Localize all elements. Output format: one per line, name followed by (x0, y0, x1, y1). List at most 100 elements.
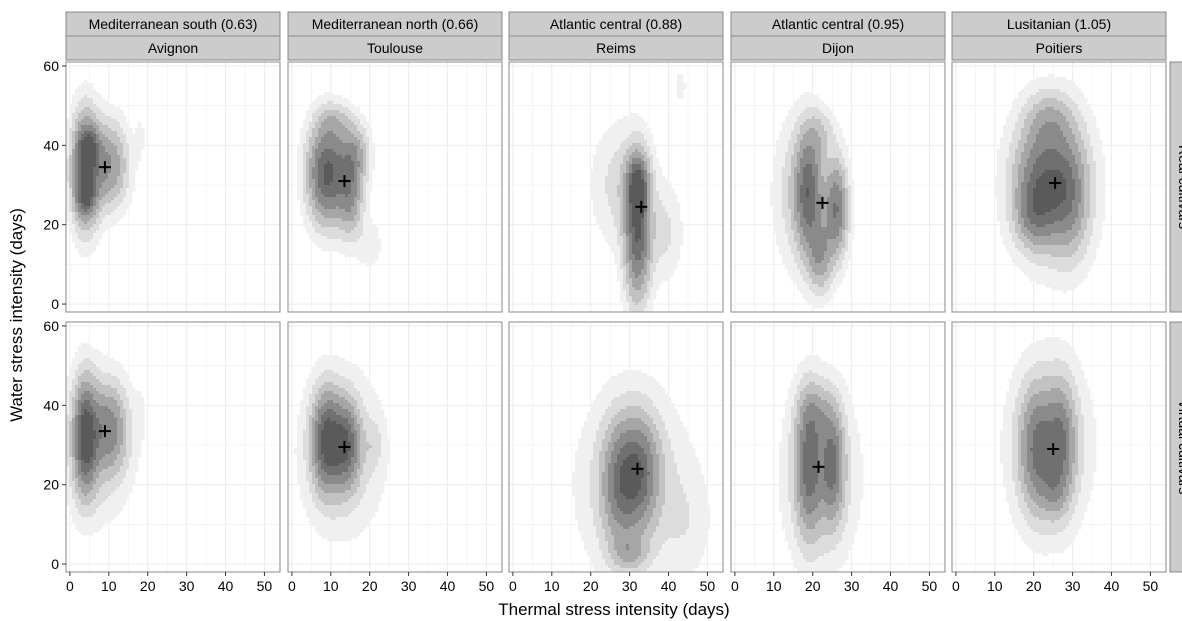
density-cell (794, 221, 798, 225)
density-cell (78, 92, 82, 96)
density-cell (75, 158, 79, 162)
density-cell (833, 152, 837, 156)
density-cell (90, 83, 94, 87)
density-cell (656, 215, 660, 219)
density-cell (303, 218, 307, 222)
density-cell (800, 221, 804, 225)
density-cell (821, 257, 825, 261)
density-cell (662, 212, 666, 216)
density-cell (72, 176, 76, 180)
density-cell (330, 140, 334, 144)
density-cell (662, 200, 666, 204)
density-cell (303, 125, 307, 129)
density-cell (641, 230, 645, 234)
density-cell (357, 134, 361, 138)
density-cell (360, 122, 364, 126)
density-cell (638, 182, 642, 186)
density-cell (803, 281, 807, 285)
density-cell (797, 125, 801, 129)
density-cell (297, 167, 301, 171)
density-cell (818, 101, 822, 105)
density-cell (611, 218, 615, 222)
density-cell (800, 230, 804, 234)
density-cell (674, 233, 678, 237)
density-cell (794, 263, 798, 267)
density-cell (626, 263, 630, 267)
density-cell (336, 140, 340, 144)
density-cell (830, 116, 834, 120)
density-cell (623, 227, 627, 231)
density-cell (599, 143, 603, 147)
density-cell (632, 248, 636, 252)
density-cell (617, 257, 621, 261)
density-cell (84, 140, 88, 144)
density-cell (602, 182, 606, 186)
density-cell (357, 113, 361, 117)
density-cell (833, 221, 837, 225)
density-cell (641, 224, 645, 228)
density-cell (605, 164, 609, 168)
density-cell (668, 251, 672, 255)
density-cell (611, 164, 615, 168)
density-cell (830, 155, 834, 159)
density-cell (785, 218, 789, 222)
density-cell (620, 284, 624, 288)
density-cell (306, 149, 310, 153)
density-cell (81, 95, 85, 99)
density-cell (653, 239, 657, 243)
density-cell (638, 236, 642, 240)
density-cell (93, 233, 97, 237)
density-cell (620, 239, 624, 243)
density-cell (632, 134, 636, 138)
density-cell (791, 155, 795, 159)
density-cell (90, 206, 94, 210)
density-cell (605, 143, 609, 147)
density-cell (330, 170, 334, 174)
density-cell (327, 173, 331, 177)
density-cell (644, 308, 648, 312)
density-cell (96, 179, 100, 183)
density-cell (114, 143, 118, 147)
density-cell (818, 167, 822, 171)
density-cell (81, 146, 85, 150)
density-cell (360, 194, 364, 198)
density-cell (647, 245, 651, 249)
density-cell (375, 233, 379, 237)
density-cell (596, 218, 600, 222)
density-cell (818, 104, 822, 108)
density-cell (593, 203, 597, 207)
density-cell (366, 137, 370, 141)
density-cell (339, 176, 343, 180)
density-cell (315, 206, 319, 210)
density-cell (833, 266, 837, 270)
density-cell (90, 98, 94, 102)
density-cell (779, 194, 783, 198)
density-cell (87, 233, 91, 237)
density-cell (635, 260, 639, 264)
density-cell (369, 185, 373, 189)
density-cell (345, 242, 349, 246)
density-cell (626, 122, 630, 126)
density-cell (665, 248, 669, 252)
density-cell (93, 98, 97, 102)
density-cell (351, 182, 355, 186)
density-cell (626, 167, 630, 171)
density-cell (333, 122, 337, 126)
density-cell (644, 137, 648, 141)
density-cell (650, 269, 654, 273)
density-cell (818, 149, 822, 153)
density-cell (96, 218, 100, 222)
density-cell (797, 194, 801, 198)
density-cell (644, 242, 648, 246)
density-cell (833, 131, 837, 135)
density-cell (626, 233, 630, 237)
density-cell (105, 137, 109, 141)
density-cell (794, 176, 798, 180)
density-cell (614, 227, 618, 231)
density-cell (66, 185, 70, 189)
density-cell (794, 200, 798, 204)
density-cell (788, 191, 792, 195)
density-cell (75, 173, 79, 177)
density-cell (650, 278, 654, 282)
density-cell (668, 263, 672, 267)
